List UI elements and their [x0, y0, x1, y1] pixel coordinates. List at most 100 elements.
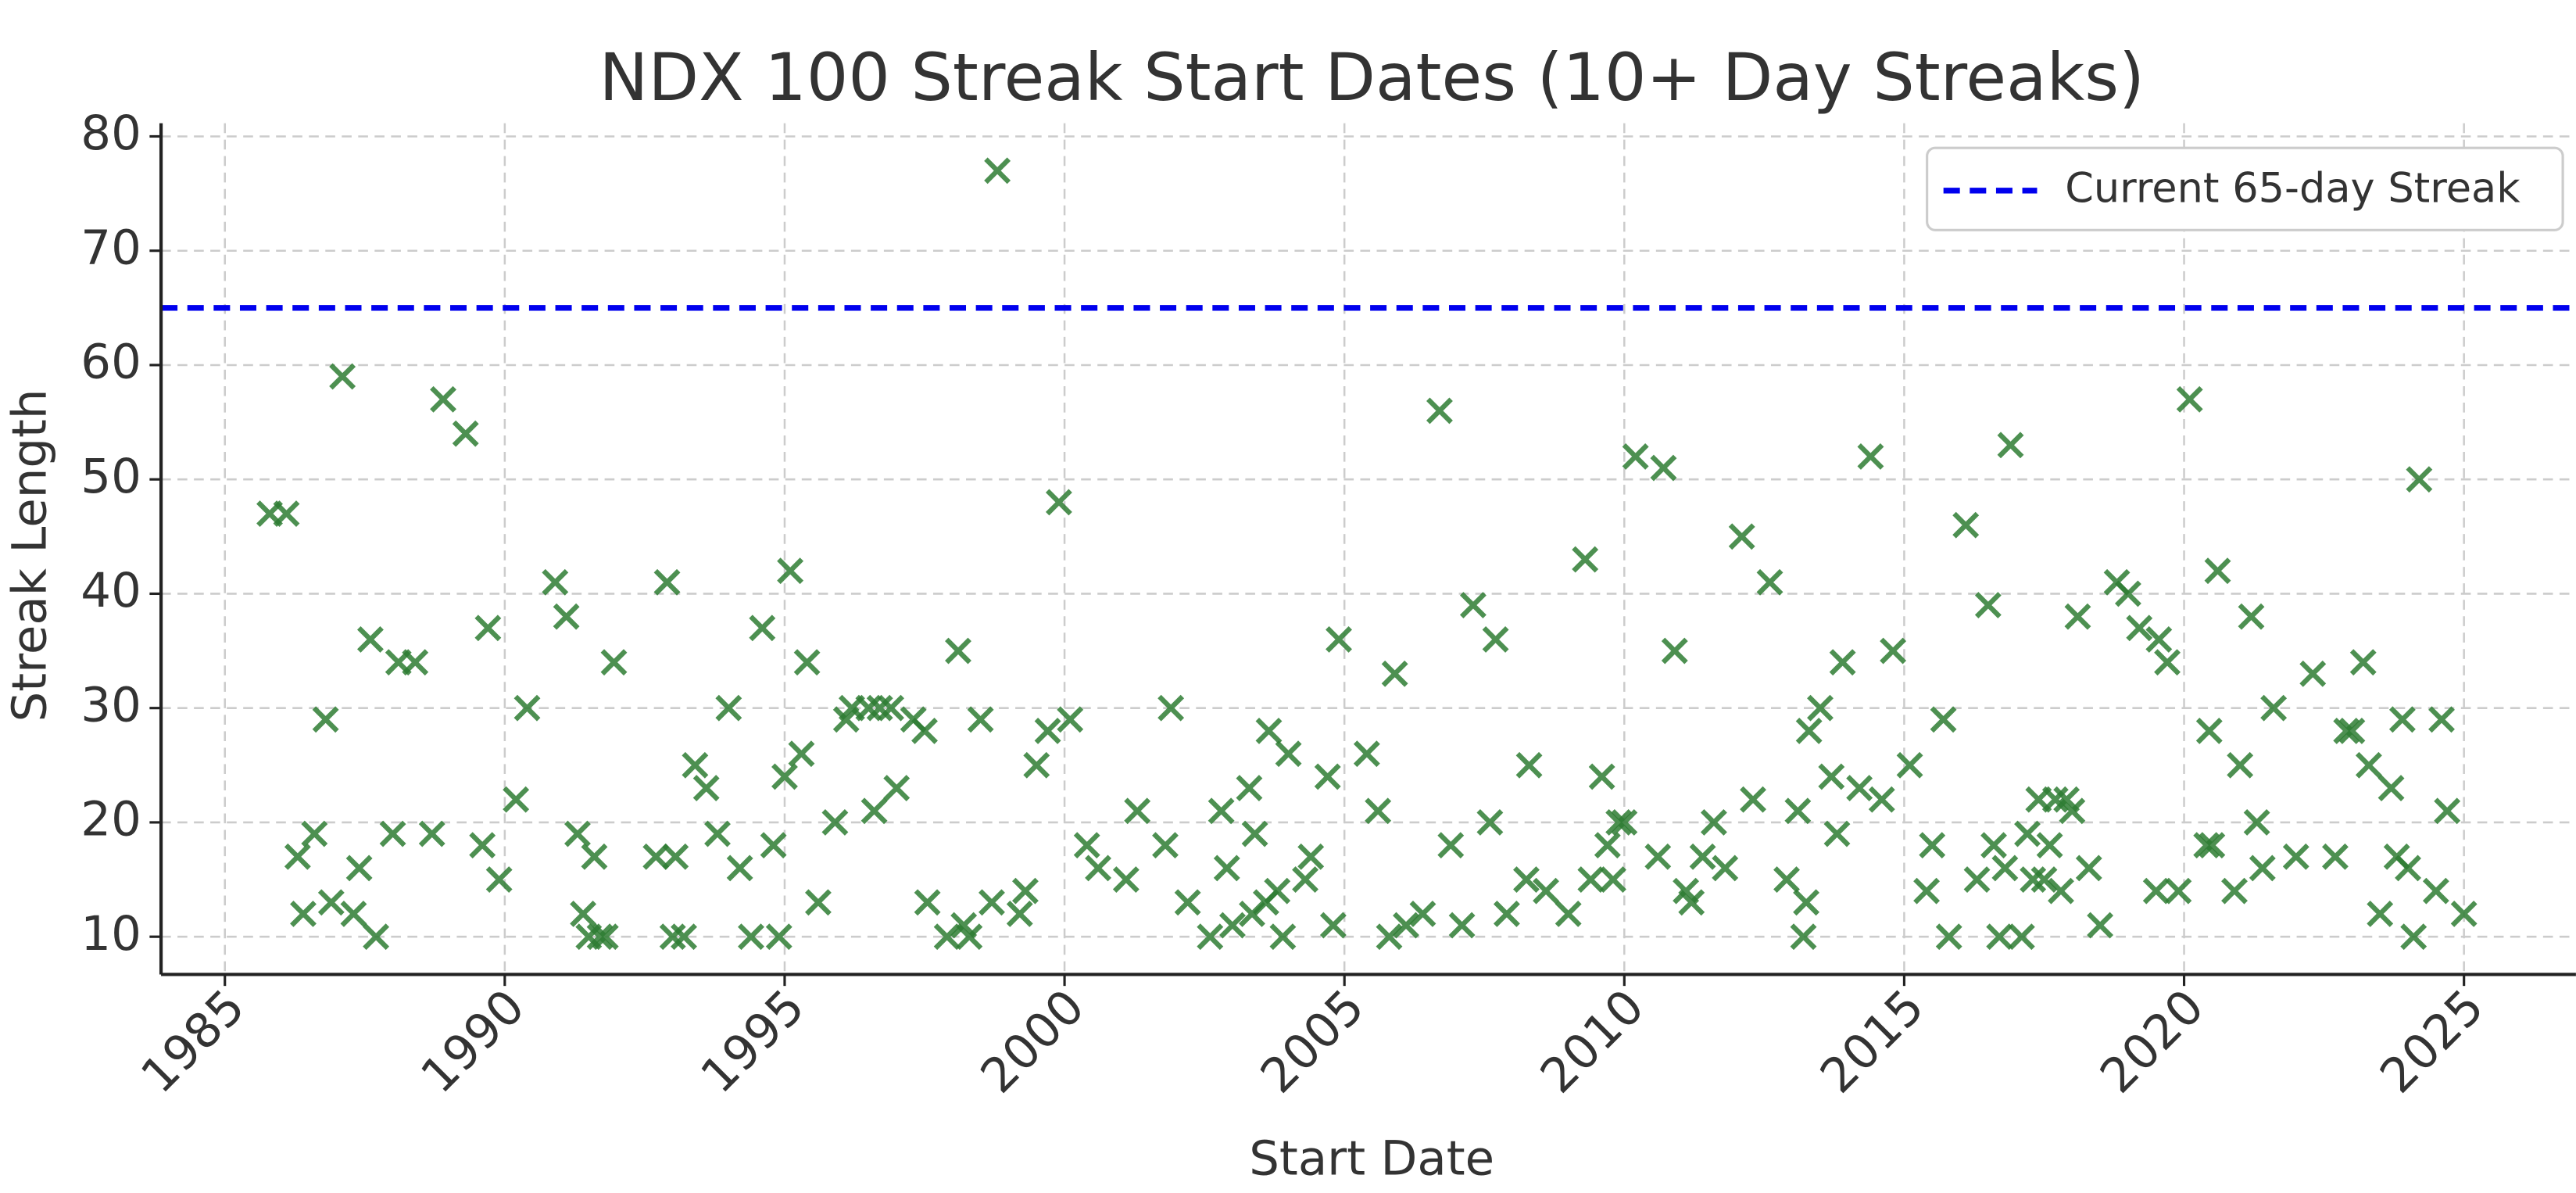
point — [1292, 866, 1319, 894]
point — [2126, 614, 2153, 642]
point — [1275, 740, 1302, 768]
point — [1073, 832, 1100, 859]
point — [2059, 797, 2086, 825]
point — [2165, 877, 2192, 905]
point — [2388, 706, 2416, 733]
point — [2321, 843, 2349, 870]
point — [878, 694, 904, 722]
point — [1319, 912, 1347, 939]
point — [765, 923, 792, 951]
point — [1650, 454, 1677, 482]
point — [2395, 854, 2421, 882]
point — [659, 923, 686, 951]
point — [2238, 603, 2265, 630]
grid — [149, 123, 2576, 987]
x-tick-label: 1995 — [690, 979, 815, 1104]
point — [503, 786, 530, 813]
point — [2199, 832, 2226, 859]
y-tick-label: 60 — [80, 335, 141, 390]
point — [1935, 923, 1962, 951]
point — [301, 820, 328, 847]
y-axis-label: Streak Length — [2, 389, 58, 722]
point — [469, 832, 496, 859]
point — [1997, 432, 2024, 459]
point — [1913, 877, 1941, 905]
point — [642, 843, 670, 870]
point — [592, 923, 619, 951]
point — [2333, 717, 2360, 744]
point — [363, 923, 390, 951]
legend-label: Current 65-day Streak — [2065, 164, 2521, 212]
point — [1793, 889, 1820, 916]
point — [2014, 820, 2041, 847]
point — [671, 923, 697, 951]
point — [979, 889, 1005, 916]
point — [1823, 820, 1851, 847]
point — [1661, 637, 1688, 665]
point — [1555, 900, 1582, 927]
point — [2282, 843, 2309, 870]
point — [1157, 694, 1185, 722]
point — [1124, 797, 1151, 825]
point — [2154, 649, 2181, 676]
point — [1241, 820, 1268, 847]
legend-box — [1926, 146, 2564, 231]
point — [1393, 912, 1419, 939]
point — [1829, 649, 1856, 676]
point — [804, 889, 832, 916]
point — [1493, 900, 1520, 927]
point — [1269, 923, 1297, 951]
point — [2450, 900, 2478, 927]
point — [379, 820, 406, 847]
point — [738, 923, 764, 951]
point — [914, 889, 941, 916]
point — [1152, 832, 1179, 859]
point — [1807, 694, 1834, 722]
point — [2406, 466, 2433, 493]
point — [474, 614, 502, 642]
point — [2355, 751, 2382, 779]
point — [1790, 923, 1817, 951]
point — [2193, 832, 2220, 859]
x-tick-label: 1990 — [410, 979, 535, 1104]
point — [2349, 649, 2377, 676]
point — [452, 420, 479, 447]
x-tick-label: 1985 — [131, 979, 256, 1104]
point — [513, 694, 541, 722]
point — [586, 923, 614, 951]
point — [1600, 866, 1626, 894]
point — [2221, 877, 2248, 905]
point — [1426, 397, 1453, 425]
legend: Current 65-day Streak — [1926, 146, 2564, 231]
point — [911, 717, 938, 744]
point — [967, 706, 994, 733]
point — [570, 900, 597, 927]
x-tick-label: 2010 — [1530, 979, 1655, 1104]
point — [1476, 808, 1504, 836]
point — [1353, 740, 1380, 768]
point — [1219, 912, 1246, 939]
point — [345, 854, 373, 882]
y-tick-label: 30 — [80, 677, 141, 733]
point — [2299, 660, 2327, 687]
point — [1880, 637, 1907, 665]
point — [1085, 854, 1111, 882]
point — [1255, 717, 1283, 744]
point — [1409, 900, 1436, 927]
point — [883, 775, 911, 802]
point — [2227, 751, 2254, 779]
point — [2048, 877, 2074, 905]
point — [653, 568, 681, 596]
point — [1986, 923, 2013, 951]
point — [564, 820, 591, 847]
point — [2114, 580, 2141, 607]
point — [1678, 889, 1705, 916]
y-tick-label: 20 — [80, 792, 141, 847]
point — [1846, 775, 1873, 802]
y-tick-label: 50 — [80, 449, 141, 504]
point — [1644, 843, 1672, 870]
point — [418, 820, 445, 847]
point — [553, 603, 580, 630]
